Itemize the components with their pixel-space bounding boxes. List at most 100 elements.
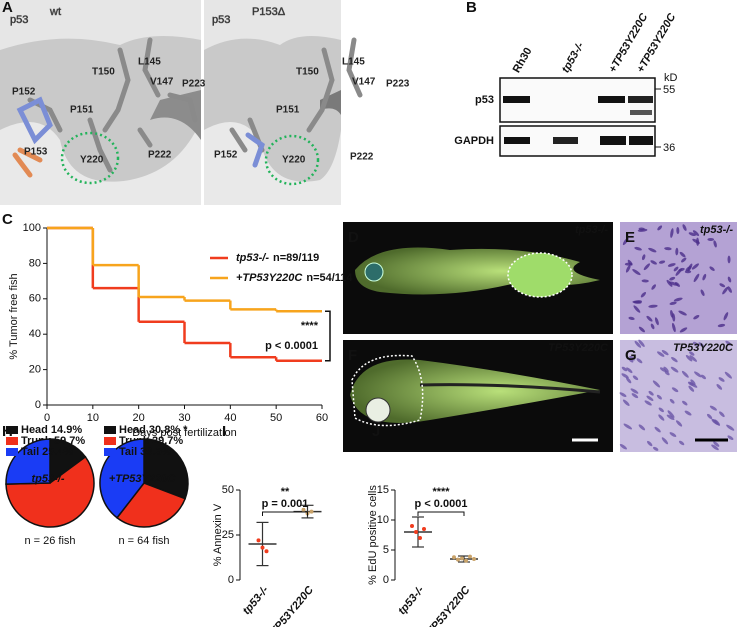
nucleus [675, 420, 683, 427]
legend-note: n=89/119 [273, 252, 319, 264]
nucleus [632, 375, 639, 381]
panel-letter: I [222, 423, 226, 440]
legend-entry: +TP53Y220C n=54/114 [236, 272, 353, 284]
nucleus [698, 342, 704, 347]
nucleus [676, 226, 680, 235]
structure-title-sup: wt [49, 6, 61, 18]
tumor-outline [351, 354, 424, 427]
images [343, 222, 737, 452]
nucleus [652, 446, 659, 451]
nucleus [692, 238, 700, 244]
sticks-orange [12, 147, 43, 178]
nucleus [638, 227, 645, 231]
band [598, 96, 625, 103]
nucleus [713, 240, 717, 248]
y-tick-label: 20 [29, 364, 41, 376]
nucleus [658, 407, 664, 413]
nucleus [675, 268, 683, 276]
residue-label: Y220 [80, 155, 104, 166]
pie-slice [5, 455, 95, 528]
panel-letter: F [348, 347, 357, 364]
nucleus [626, 367, 633, 374]
nucleus [622, 399, 630, 407]
nucleus [661, 437, 669, 445]
nucleus [643, 263, 651, 271]
nucleus [641, 279, 649, 283]
nucleus [681, 257, 687, 263]
significance-bracket [262, 511, 308, 516]
nucleus [669, 398, 675, 404]
nucleus [684, 270, 692, 274]
nucleus [650, 260, 657, 265]
structure-title: p53 [212, 14, 230, 26]
nucleus [692, 341, 699, 346]
y-axis-label: % Tumor free fish [8, 273, 20, 359]
data-point [422, 527, 426, 531]
nucleus [646, 315, 653, 322]
nucleus [666, 279, 673, 287]
band [628, 96, 653, 103]
nucleus [727, 255, 731, 264]
legend-annotation: * [183, 424, 188, 436]
data-point [456, 557, 460, 562]
pie-center-label: tp53-/- [32, 473, 65, 485]
nucleus [679, 251, 686, 258]
nucleus [717, 323, 726, 328]
panel-letter: C [2, 211, 13, 228]
structure-title: p53 [10, 14, 28, 26]
nuclei [619, 224, 735, 451]
nucleus [624, 262, 633, 266]
x-tick-label: tp53-/- [396, 584, 427, 617]
nucleus [661, 349, 669, 356]
legend-swatch [6, 426, 18, 434]
fish [350, 359, 600, 423]
nucleus [664, 370, 670, 376]
nucleus [634, 340, 642, 348]
nucleus [638, 424, 646, 431]
y-tick-label: 5 [383, 544, 389, 556]
nucleus [702, 273, 707, 281]
nucleus [636, 358, 643, 364]
nucleus [631, 393, 639, 399]
nucleus [648, 390, 654, 396]
nucleus [700, 374, 706, 380]
nucleus [648, 304, 658, 308]
residue-label: P222 [148, 150, 172, 161]
data-point [414, 530, 418, 534]
nucleus [689, 351, 695, 356]
data-point [410, 524, 414, 528]
nucleus [664, 247, 672, 251]
y-tick-label: 0 [383, 574, 389, 586]
nucleus [700, 289, 705, 297]
nucleus [657, 225, 663, 231]
pie-slice [99, 438, 145, 519]
significance-bracket [417, 511, 465, 516]
nucleus [638, 326, 645, 333]
x-tick-label: 50 [270, 412, 282, 424]
panel-letter: J [372, 423, 380, 440]
nucleus [621, 373, 629, 379]
nucleus [621, 366, 628, 372]
nucleus [707, 237, 715, 241]
nucleus [651, 284, 656, 290]
nucleus [688, 385, 695, 392]
x-tick-label: 0 [44, 412, 50, 424]
nucleus [675, 247, 679, 256]
legend-value: 29.7% [152, 435, 183, 447]
nucleus [654, 317, 659, 326]
y-tick-label: 50 [222, 484, 234, 496]
nucleus [670, 366, 679, 373]
nucleus [625, 264, 631, 273]
y-tick-label: 0 [228, 574, 234, 586]
nucleus [650, 323, 655, 330]
pie-slice [5, 438, 51, 485]
panel-letter: G [625, 347, 637, 364]
nucleus [634, 246, 642, 251]
nucleus [628, 316, 635, 321]
legend-category: Tail [21, 446, 39, 458]
panel-letter: A [2, 0, 13, 16]
nucleus [693, 314, 700, 320]
nucleus [669, 276, 676, 281]
nucleus [711, 444, 719, 451]
y-axis-label: % Annexin V [212, 503, 224, 566]
